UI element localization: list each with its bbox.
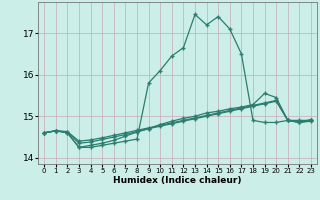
X-axis label: Humidex (Indice chaleur): Humidex (Indice chaleur): [113, 176, 242, 185]
